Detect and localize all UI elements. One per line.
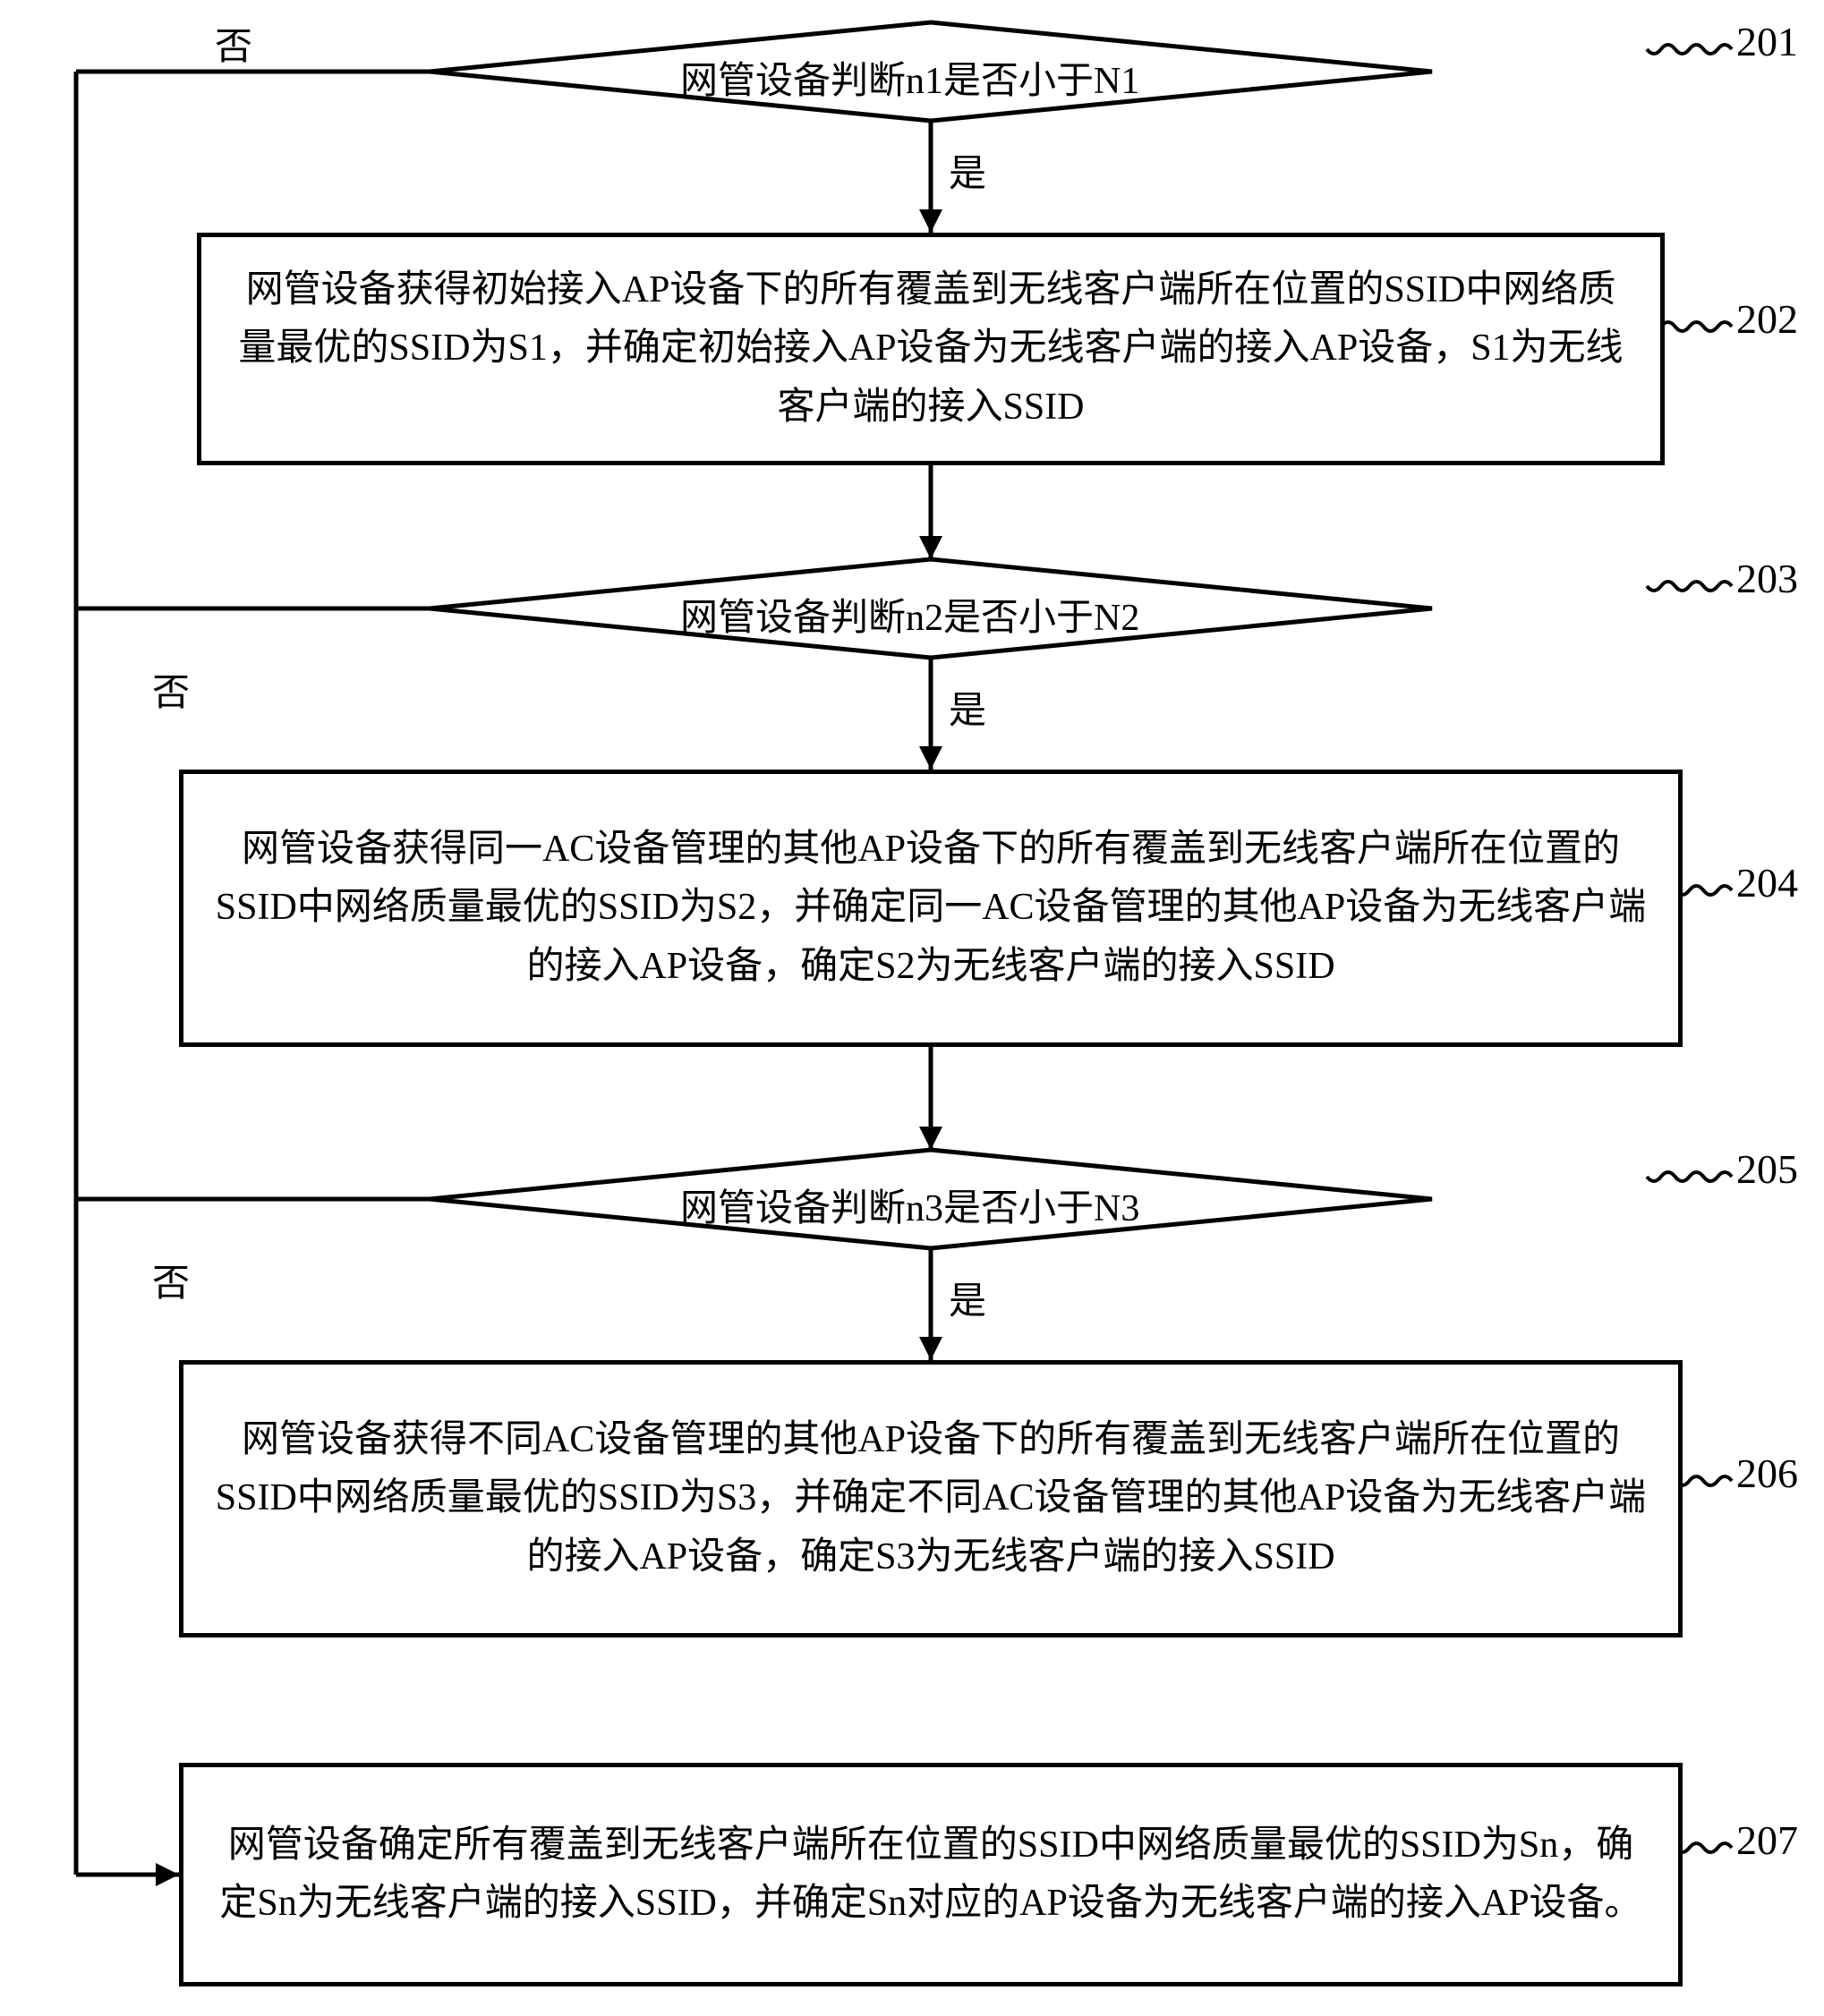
edge-label-yes-3: 是 bbox=[949, 1271, 986, 1325]
edge-label-no-3: 否 bbox=[152, 1253, 190, 1307]
step-num-207: 207 bbox=[1736, 1816, 1798, 1864]
step-num-204: 204 bbox=[1736, 859, 1798, 906]
process-204: 网管设备获得同一AC设备管理的其他AP设备下的所有覆盖到无线客户端所在位置的SS… bbox=[179, 770, 1683, 1047]
edge-label-no-1: 否 bbox=[215, 16, 252, 71]
step-num-203: 203 bbox=[1736, 555, 1798, 602]
edge-label-yes-2: 是 bbox=[949, 680, 986, 735]
step-num-202: 202 bbox=[1736, 295, 1798, 343]
process-207: 网管设备确定所有覆盖到无线客户端所在位置的SSID中网络质量最优的SSID为Sn… bbox=[179, 1763, 1683, 1986]
step-num-205: 205 bbox=[1736, 1145, 1798, 1193]
process-202: 网管设备获得初始接入AP设备下的所有覆盖到无线客户端所在位置的SSID中网络质量… bbox=[197, 233, 1665, 465]
process-207-text: 网管设备确定所有覆盖到无线客户端所在位置的SSID中网络质量最优的SSID为Sn… bbox=[210, 1816, 1651, 1933]
process-204-text: 网管设备获得同一AC设备管理的其他AP设备下的所有覆盖到无线客户端所在位置的SS… bbox=[210, 821, 1651, 995]
process-206: 网管设备获得不同AC设备管理的其他AP设备下的所有覆盖到无线客户端所在位置的SS… bbox=[179, 1360, 1683, 1637]
step-num-206: 206 bbox=[1736, 1450, 1798, 1497]
edge-label-yes-1: 是 bbox=[949, 143, 986, 198]
process-206-text: 网管设备获得不同AC设备管理的其他AP设备下的所有覆盖到无线客户端所在位置的SS… bbox=[210, 1411, 1651, 1586]
step-num-201: 201 bbox=[1736, 18, 1798, 65]
edge-label-no-2: 否 bbox=[152, 662, 190, 717]
decision-n1-label: 网管设备判断n1是否小于N1 bbox=[680, 50, 1139, 105]
decision-n2-label: 网管设备判断n2是否小于N2 bbox=[680, 587, 1139, 642]
decision-n3-label: 网管设备判断n3是否小于N3 bbox=[680, 1178, 1139, 1232]
process-202-text: 网管设备获得初始接入AP设备下的所有覆盖到无线客户端所在位置的SSID中网络质量… bbox=[228, 261, 1633, 436]
